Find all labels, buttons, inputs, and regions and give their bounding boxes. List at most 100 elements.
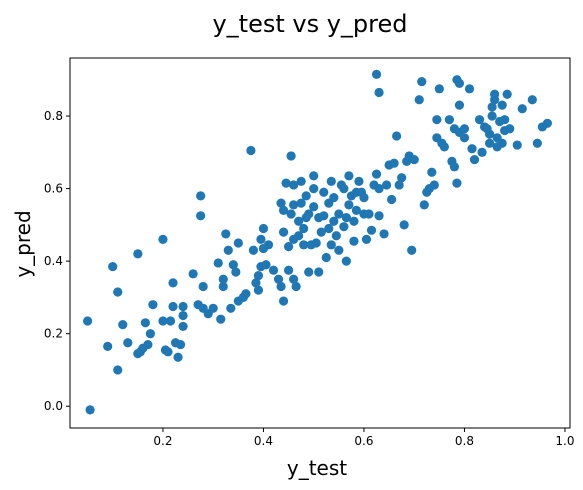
data-point — [487, 102, 497, 112]
y-tick-label: 0.0 — [44, 399, 63, 413]
data-point — [397, 173, 407, 183]
x-axis-ticks: 0.2 0.4 0.6 0.8 1.0 — [153, 428, 575, 448]
data-point — [364, 209, 374, 219]
data-point — [459, 124, 470, 134]
data-point — [316, 227, 326, 237]
data-point — [163, 347, 173, 357]
data-point — [198, 281, 208, 292]
data-point — [165, 316, 176, 326]
data-point — [394, 180, 404, 190]
data-point — [218, 274, 228, 284]
data-point — [497, 138, 507, 148]
data-point — [223, 245, 233, 255]
data-point — [517, 104, 527, 114]
data-point — [485, 138, 495, 148]
data-point — [324, 223, 334, 234]
data-point — [299, 240, 309, 250]
data-point — [452, 178, 462, 188]
data-point — [145, 329, 155, 339]
data-point — [329, 193, 339, 203]
data-point — [341, 256, 351, 266]
data-point — [118, 320, 128, 330]
data-point — [339, 222, 349, 232]
data-point — [178, 321, 188, 332]
data-point — [248, 245, 259, 255]
data-point — [276, 198, 286, 208]
data-point — [216, 314, 226, 324]
data-point — [158, 234, 168, 244]
data-point — [359, 193, 369, 203]
data-point — [326, 240, 336, 250]
data-point — [263, 240, 274, 250]
data-point — [231, 267, 241, 277]
data-point — [103, 341, 113, 351]
data-point — [319, 211, 329, 221]
data-point — [542, 118, 552, 128]
data-point — [226, 303, 236, 313]
data-point — [419, 200, 429, 210]
data-point — [464, 84, 475, 94]
data-point — [296, 198, 306, 208]
data-point — [218, 281, 228, 292]
data-point — [286, 151, 296, 161]
y-tick-label: 0.4 — [44, 254, 63, 268]
y-axis-ticks: 0.0 0.2 0.4 0.6 0.8 — [44, 109, 70, 413]
data-point — [467, 144, 477, 154]
data-point — [148, 300, 158, 310]
data-point — [344, 200, 354, 210]
data-point — [532, 138, 542, 148]
data-point — [449, 162, 460, 172]
data-point — [490, 89, 500, 99]
data-point — [246, 145, 256, 156]
data-point — [374, 183, 384, 194]
data-point — [309, 202, 319, 212]
data-point — [178, 310, 188, 321]
data-point — [291, 281, 301, 292]
chart-title: y_test vs y_pred — [212, 10, 407, 38]
data-point — [505, 124, 515, 134]
data-point — [85, 405, 95, 415]
data-point — [261, 260, 271, 270]
data-point — [389, 158, 399, 168]
x-tick-label: 0.8 — [455, 434, 474, 448]
data-point — [283, 242, 294, 252]
data-point — [392, 131, 402, 141]
data-point — [304, 209, 314, 219]
data-point — [108, 261, 118, 272]
data-point — [334, 209, 344, 219]
data-point — [334, 245, 344, 255]
data-point — [414, 95, 424, 105]
data-point — [304, 267, 314, 277]
data-point — [500, 115, 510, 125]
y-tick-label: 0.2 — [44, 327, 63, 341]
data-point — [429, 180, 439, 190]
data-point — [432, 115, 442, 125]
data-point — [474, 115, 485, 125]
data-point — [379, 229, 389, 239]
data-point — [339, 183, 349, 194]
data-point — [381, 180, 392, 190]
data-point — [469, 154, 480, 165]
y-axis-label: y_pred — [11, 210, 35, 277]
data-point — [251, 278, 261, 288]
data-point — [349, 236, 359, 246]
data-point — [221, 229, 231, 239]
data-point — [454, 78, 465, 88]
data-point — [459, 133, 470, 143]
data-point — [407, 245, 417, 255]
data-point — [309, 183, 319, 194]
data-point — [281, 178, 291, 188]
data-point — [299, 223, 309, 234]
data-point — [477, 147, 487, 157]
data-point — [341, 213, 351, 223]
data-point — [309, 171, 319, 181]
data-point — [123, 338, 133, 348]
data-point — [512, 140, 522, 150]
y-tick-label: 0.8 — [44, 109, 63, 123]
data-point — [253, 285, 264, 295]
data-point — [454, 100, 465, 110]
data-point — [314, 267, 324, 277]
data-point — [331, 231, 341, 241]
data-point — [208, 303, 218, 313]
x-axis-label: y_test — [287, 456, 347, 480]
